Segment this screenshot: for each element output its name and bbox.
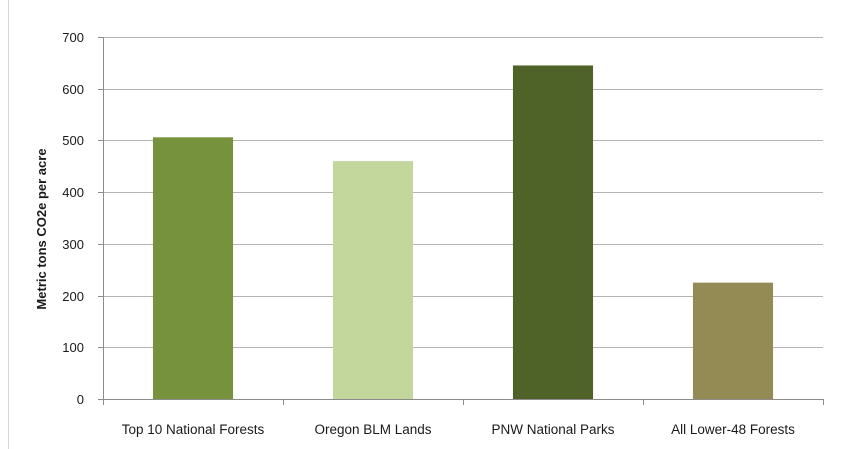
y-tick-label: 600 (62, 82, 84, 97)
y-tick-label: 400 (62, 185, 84, 200)
x-tick-label: All Lower-48 Forests (671, 422, 795, 437)
bar-all-lower-48-forests (692, 282, 774, 399)
x-axis (103, 399, 824, 405)
y-axis-label: Metric tons CO2e per acre (34, 148, 49, 309)
x-tick-labels: Top 10 National Forests Oregon BLM Lands P… (122, 422, 795, 437)
bar-top-10-national-forests (152, 137, 234, 399)
x-tick-label: PNW National Parks (491, 422, 614, 437)
y-tick-labels: 0 100 200 300 400 500 600 700 (62, 30, 84, 407)
y-tick-label: 700 (62, 30, 84, 45)
y-tick-label: 0 (77, 392, 84, 407)
chart-frame-border (8, 0, 9, 449)
y-tick-label: 500 (62, 133, 84, 148)
x-tick-label: Top 10 National Forests (122, 422, 265, 437)
y-tick-label: 100 (62, 340, 84, 355)
bar-oregon-blm-lands (332, 161, 414, 399)
bar-pnw-national-parks (512, 65, 594, 399)
y-tick-label: 300 (62, 237, 84, 252)
x-tick-label: Oregon BLM Lands (314, 422, 431, 437)
y-tick-label: 200 (62, 289, 84, 304)
bars (152, 65, 774, 399)
